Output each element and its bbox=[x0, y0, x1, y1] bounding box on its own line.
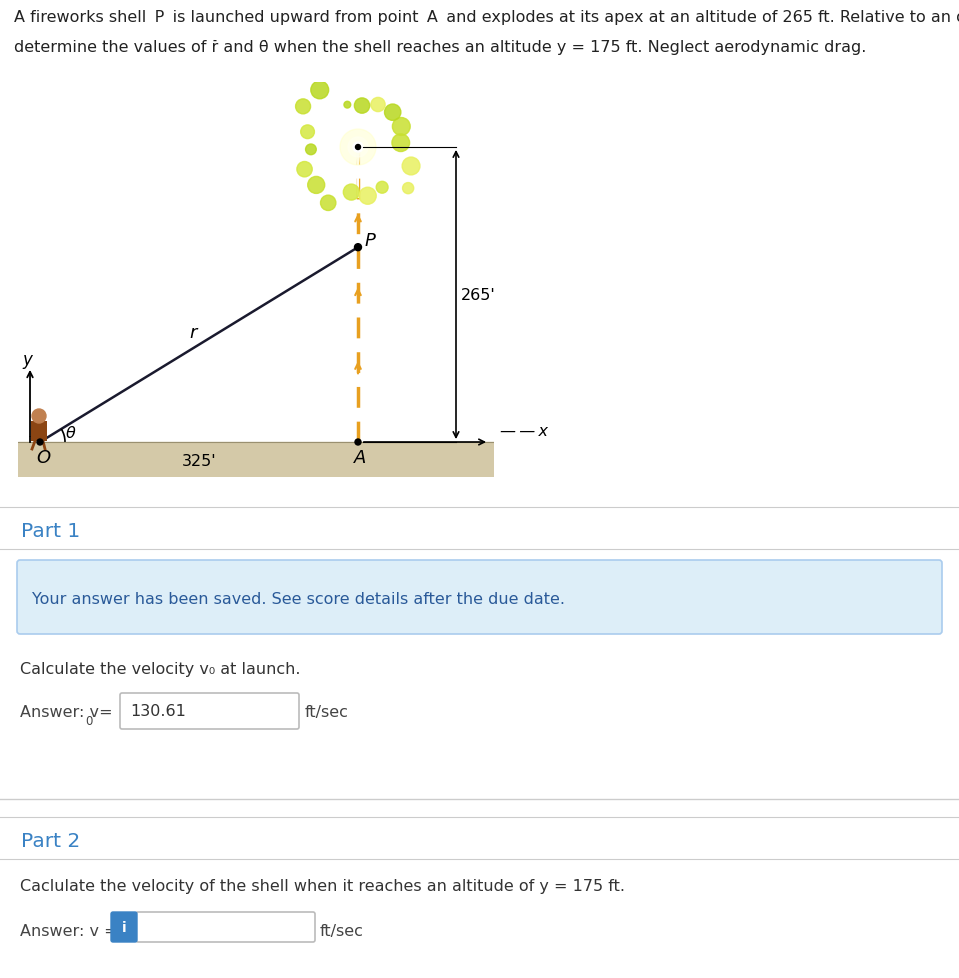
Circle shape bbox=[297, 162, 313, 178]
Text: 0: 0 bbox=[85, 714, 92, 728]
Text: 325': 325' bbox=[181, 454, 217, 468]
Text: Part 1: Part 1 bbox=[21, 521, 81, 540]
Text: — — x: — — x bbox=[500, 424, 548, 439]
Circle shape bbox=[353, 143, 363, 153]
Text: determine the values of ṙ̇ and θ̇ when the shell reaches an altitude y = 175 ft.: determine the values of ṙ̇ and θ̇ when t… bbox=[14, 40, 866, 55]
FancyBboxPatch shape bbox=[136, 912, 315, 942]
Circle shape bbox=[371, 99, 386, 112]
Text: Answer: v =: Answer: v = bbox=[20, 923, 123, 938]
Text: Your answer has been saved. See score details after the due date.: Your answer has been saved. See score de… bbox=[32, 591, 565, 606]
Bar bbox=[18, 443, 494, 477]
Text: 130.61: 130.61 bbox=[130, 704, 186, 719]
Circle shape bbox=[385, 105, 401, 121]
Text: Calculate the velocity v₀ at launch.: Calculate the velocity v₀ at launch. bbox=[20, 661, 300, 677]
Circle shape bbox=[306, 145, 316, 156]
Text: O: O bbox=[36, 449, 50, 467]
Text: r: r bbox=[189, 324, 197, 341]
Text: θ: θ bbox=[66, 425, 76, 440]
Text: Caclulate the velocity of the shell when it reaches an altitude of y = 175 ft.: Caclulate the velocity of the shell when… bbox=[20, 878, 625, 893]
Text: y: y bbox=[22, 351, 32, 369]
Circle shape bbox=[343, 185, 360, 200]
Circle shape bbox=[308, 177, 325, 195]
Text: =: = bbox=[94, 704, 118, 719]
Circle shape bbox=[320, 196, 336, 211]
Circle shape bbox=[402, 157, 420, 176]
Circle shape bbox=[356, 146, 361, 151]
Circle shape bbox=[37, 439, 43, 446]
Text: Answer: v: Answer: v bbox=[20, 704, 99, 719]
Text: P: P bbox=[365, 232, 376, 250]
Bar bbox=[31, 422, 47, 441]
Text: 265': 265' bbox=[461, 288, 496, 302]
Text: ft/sec: ft/sec bbox=[305, 704, 349, 719]
Circle shape bbox=[32, 410, 46, 423]
Circle shape bbox=[340, 130, 376, 166]
Circle shape bbox=[376, 182, 388, 194]
Text: Part 2: Part 2 bbox=[21, 830, 81, 850]
Circle shape bbox=[348, 138, 368, 157]
Circle shape bbox=[403, 183, 413, 195]
Circle shape bbox=[295, 100, 311, 114]
Circle shape bbox=[392, 118, 410, 136]
Text: A: A bbox=[354, 449, 366, 467]
FancyBboxPatch shape bbox=[17, 560, 942, 635]
FancyBboxPatch shape bbox=[111, 912, 137, 942]
Circle shape bbox=[355, 99, 369, 114]
FancyBboxPatch shape bbox=[120, 693, 299, 730]
Text: ft/sec: ft/sec bbox=[320, 923, 363, 938]
Circle shape bbox=[360, 188, 376, 205]
Circle shape bbox=[392, 135, 409, 153]
Circle shape bbox=[311, 82, 329, 100]
Text: i: i bbox=[122, 920, 127, 934]
Circle shape bbox=[355, 439, 361, 446]
Text: A fireworks shell  P  is launched upward from point  A  and explodes at its apex: A fireworks shell P is launched upward f… bbox=[14, 10, 959, 25]
Circle shape bbox=[355, 244, 362, 251]
Circle shape bbox=[301, 126, 315, 140]
Circle shape bbox=[344, 102, 351, 109]
